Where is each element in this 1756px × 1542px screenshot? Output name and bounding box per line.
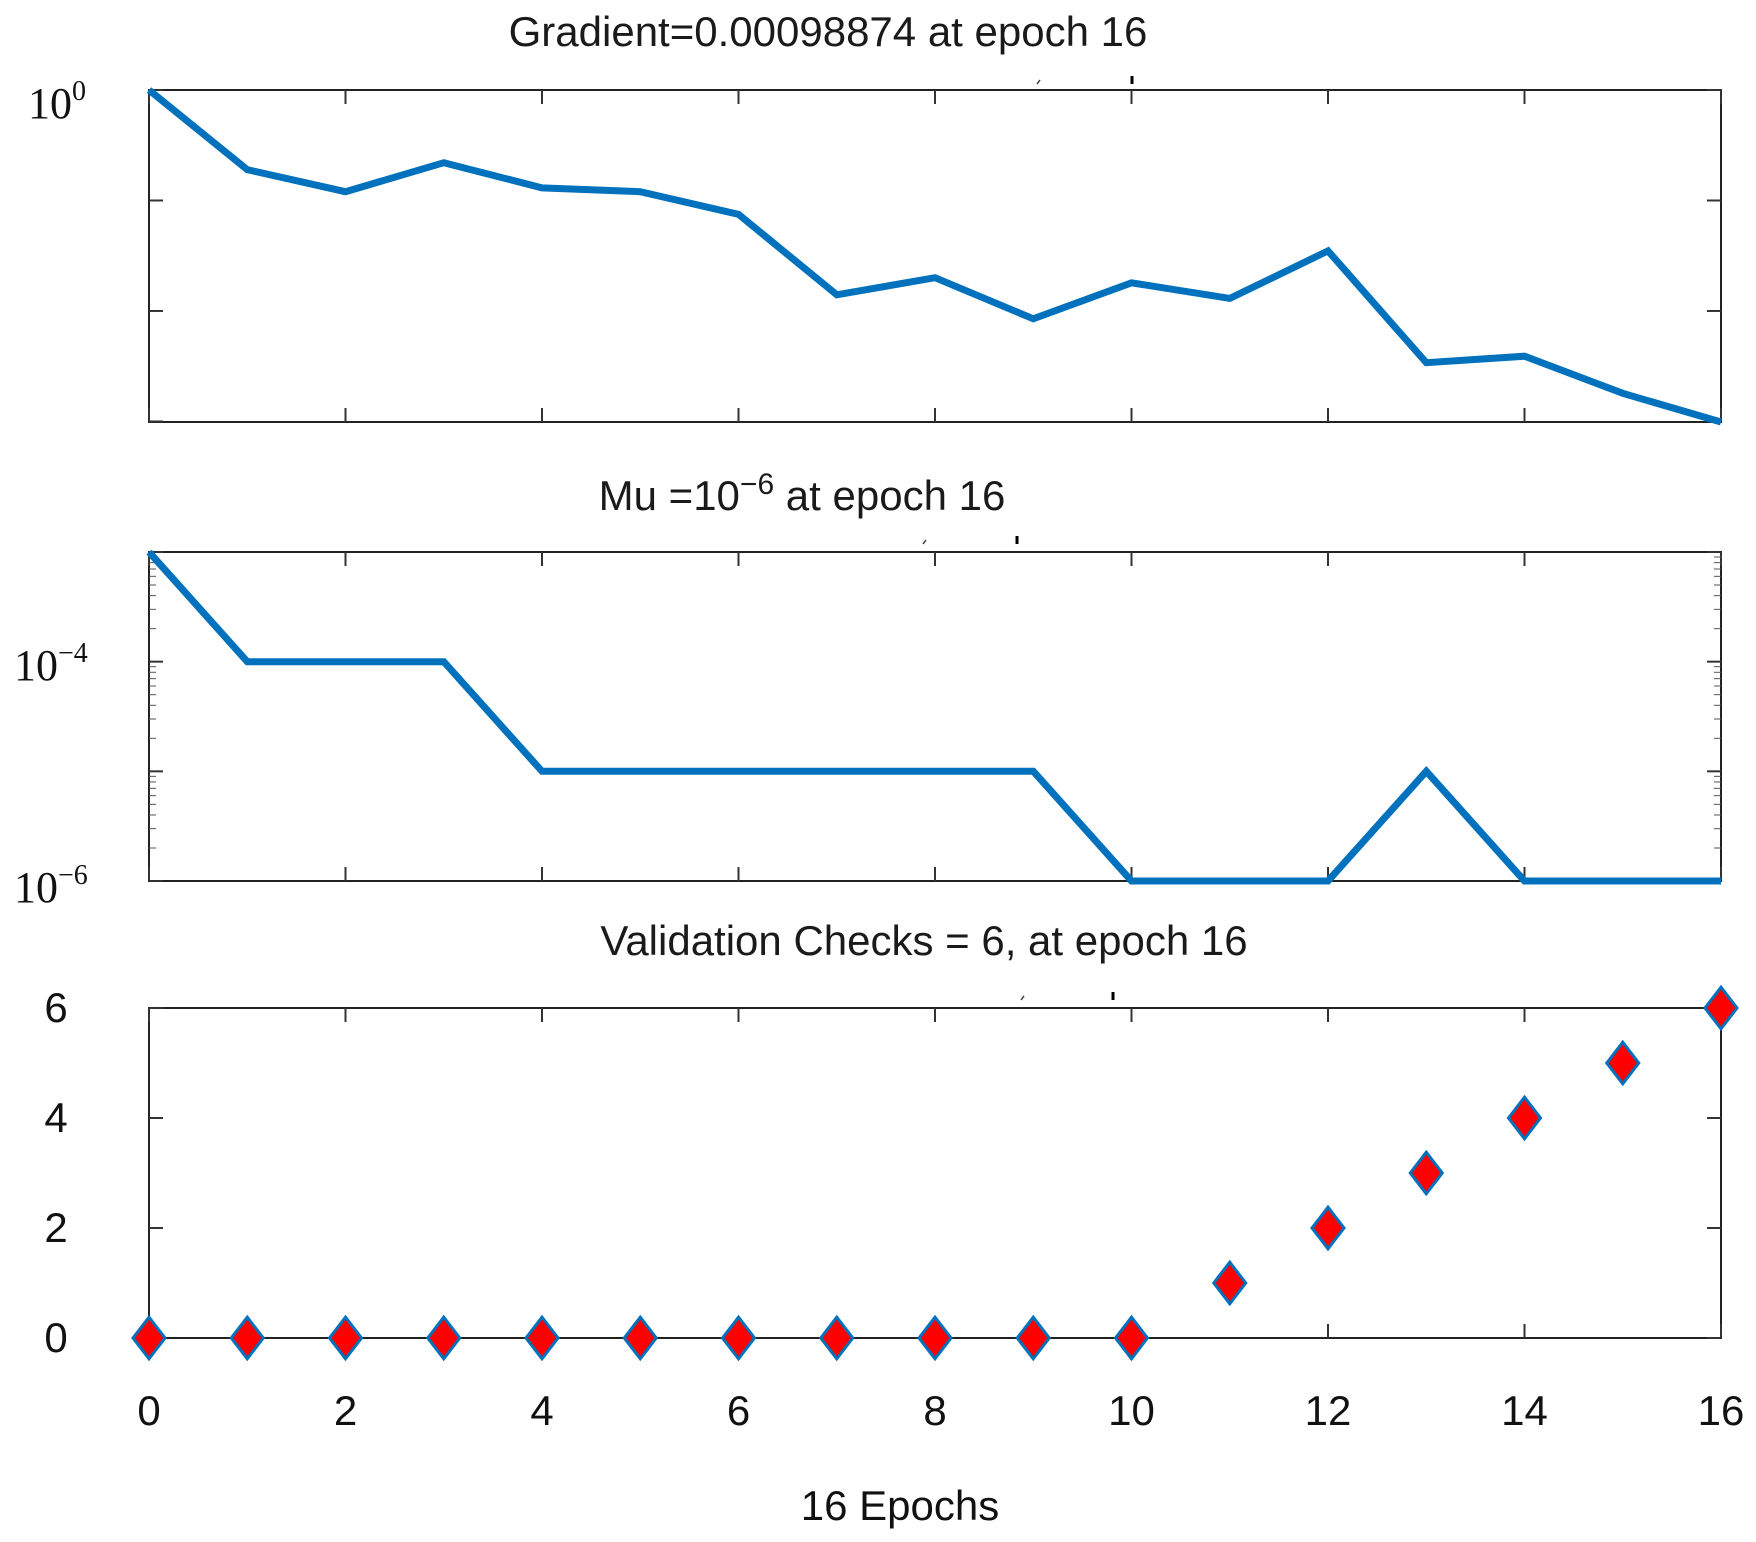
validation-point bbox=[818, 1314, 855, 1362]
gradient-ticks bbox=[148, 89, 1722, 423]
mu-axes-frame bbox=[148, 551, 1722, 882]
validation-point bbox=[1113, 1314, 1150, 1362]
validation-points bbox=[131, 984, 1739, 1362]
validation-axes-frame bbox=[148, 1007, 1722, 1339]
validation-xlabel: 16 Epochs bbox=[801, 1482, 999, 1529]
mu-ytick-label-1e-6: 10−6 bbox=[14, 860, 88, 912]
validation-point bbox=[327, 1314, 364, 1362]
validation-point bbox=[1408, 1149, 1445, 1197]
validation-point bbox=[1310, 1204, 1346, 1252]
validation-ytick-labels: 0 2 4 6 bbox=[44, 984, 67, 1361]
gradient-axes-frame bbox=[148, 89, 1722, 423]
x-tick-label: 12 bbox=[1305, 1387, 1352, 1434]
validation-point bbox=[622, 1314, 659, 1362]
validation-point bbox=[1211, 1259, 1248, 1307]
validation-artifact-mark bbox=[1020, 995, 1025, 1001]
validation-point bbox=[524, 1314, 560, 1362]
x-tick-label: 0 bbox=[137, 1387, 160, 1434]
validation-point bbox=[425, 1314, 462, 1362]
validation-point bbox=[1604, 1039, 1641, 1087]
mu-artifact-mark bbox=[922, 539, 927, 545]
gradient-series-line bbox=[146, 87, 1722, 426]
gradient-artifact-mark bbox=[1036, 79, 1041, 85]
mu-series-line bbox=[146, 549, 1721, 885]
validation-panel: Validation Checks = 6, at epoch 16 0246 … bbox=[44, 917, 1744, 1529]
x-tick-label: 6 bbox=[727, 1387, 750, 1434]
validation-title: Validation Checks = 6, at epoch 16 bbox=[600, 917, 1247, 964]
gradient-ytick-label: 100 bbox=[28, 76, 86, 128]
mu-panel: Mu =10−6 at epoch 16 10−4 10−6 bbox=[14, 468, 1722, 912]
validation-point bbox=[1506, 1094, 1543, 1142]
mu-ticks bbox=[148, 551, 1722, 882]
x-tick-label: 14 bbox=[1501, 1387, 1548, 1434]
y-tick-label: 2 bbox=[44, 1204, 67, 1251]
mu-ytick-label-1e-4: 10−4 bbox=[14, 638, 88, 690]
y-tick-label: 4 bbox=[44, 1094, 67, 1141]
x-tick-label: 2 bbox=[334, 1387, 357, 1434]
x-tick-label: 4 bbox=[530, 1387, 553, 1434]
x-tick-label: 16 bbox=[1698, 1387, 1745, 1434]
mu-title: Mu =10−6 at epoch 16 bbox=[599, 468, 1006, 519]
y-tick-label: 6 bbox=[44, 984, 67, 1031]
validation-xtick-labels: 0 2 4 6 8 10 12 14 16 bbox=[137, 1387, 1744, 1434]
validation-point bbox=[917, 1314, 953, 1362]
validation-point bbox=[720, 1314, 757, 1362]
validation-point bbox=[1703, 984, 1739, 1032]
gradient-title: Gradient=0.00098874 at epoch 16 bbox=[509, 8, 1148, 55]
validation-point bbox=[131, 1314, 167, 1362]
x-tick-label: 10 bbox=[1108, 1387, 1155, 1434]
gradient-panel: Gradient=0.00098874 at epoch 16 100 bbox=[28, 8, 1722, 426]
validation-point bbox=[229, 1314, 266, 1362]
validation-ticks bbox=[148, 1007, 1722, 1339]
y-tick-label: 0 bbox=[44, 1314, 67, 1361]
x-tick-label: 8 bbox=[923, 1387, 946, 1434]
validation-point bbox=[1015, 1314, 1052, 1362]
